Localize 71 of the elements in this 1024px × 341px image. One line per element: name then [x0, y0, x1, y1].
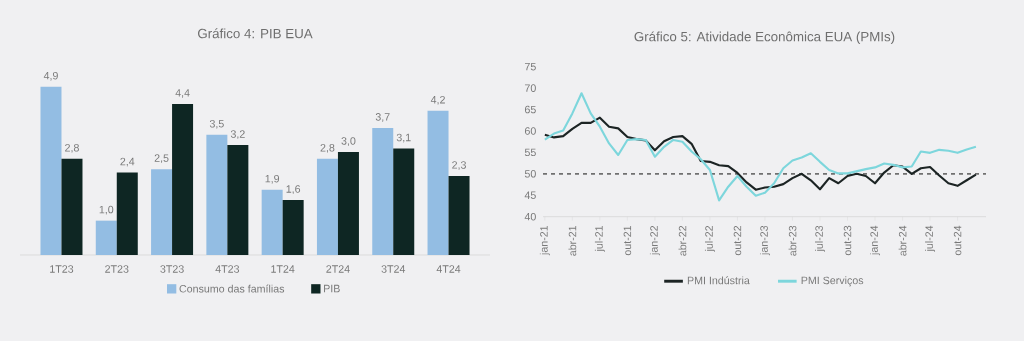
- x-tick-label: out-24: [953, 225, 962, 256]
- x-tick-label: 2T23: [105, 265, 129, 273]
- x-tick-label: jan-21: [539, 225, 550, 256]
- x-tick-label: out-21: [623, 225, 632, 256]
- bar: [282, 200, 304, 255]
- bar: [40, 86, 62, 255]
- bar: [372, 127, 394, 255]
- data-label: 2,5: [154, 154, 169, 164]
- data-label: 3,0: [341, 137, 356, 146]
- x-tick-label: out-22: [733, 225, 742, 256]
- x-tick-label: 4T24: [436, 265, 461, 273]
- bar: [227, 145, 249, 255]
- bar: [448, 176, 470, 255]
- bar: [172, 103, 194, 255]
- data-label: 3,1: [396, 133, 411, 143]
- x-tick-label: abr-23: [788, 225, 797, 256]
- x-tick-label: 3T23: [160, 265, 184, 273]
- chart-title: Gráfico 4: PIB EUA: [198, 28, 313, 39]
- data-label: 2,3: [452, 161, 466, 170]
- data-label: 1,9: [265, 174, 280, 184]
- data-label: 3,2: [230, 130, 245, 140]
- x-tick-label: jul-24: [925, 225, 936, 252]
- x-tick-label: 2T24: [326, 265, 350, 273]
- data-label: 4,4: [175, 89, 190, 98]
- x-tick-label: abr-22: [678, 225, 687, 256]
- x-tick-label: 4T23: [215, 265, 240, 273]
- bar: [393, 148, 415, 255]
- legend-label: PMI Indústria: [687, 276, 750, 285]
- x-tick-label: 3T24: [381, 265, 406, 273]
- chart-title: Gráfico 5: Atividade Econômica EUA (PMIs): [634, 31, 895, 44]
- bar: [206, 134, 228, 255]
- x-tick-label: jul-23: [815, 225, 825, 252]
- y-tick-label: 45: [524, 191, 536, 199]
- y-tick-label: 70: [524, 84, 536, 92]
- data-label: 1,0: [99, 205, 114, 215]
- legend-label: PIB: [324, 284, 340, 293]
- data-label: 2,4: [120, 157, 135, 167]
- y-tick-label: 40: [524, 212, 536, 221]
- x-tick-label: 1T24: [271, 265, 295, 273]
- bar: [95, 220, 117, 255]
- data-label: 4,9: [43, 71, 58, 81]
- y-tick-label: 60: [524, 127, 536, 135]
- bar: [427, 110, 449, 255]
- data-label: 2,8: [320, 144, 335, 153]
- data-label: 3,5: [209, 119, 224, 129]
- y-tick-label: 65: [524, 105, 536, 114]
- x-tick-label: abr-21: [568, 225, 577, 256]
- bar: [337, 151, 359, 255]
- line-series: [543, 116, 977, 191]
- x-tick-label: jul-22: [704, 225, 715, 252]
- bar: [151, 169, 173, 255]
- legend-label: PMI Serviços: [801, 276, 864, 287]
- x-tick-label: 1T23: [50, 265, 74, 273]
- data-label: 4,2: [430, 95, 445, 105]
- x-tick-label: out-23: [843, 225, 852, 256]
- data-label: 2,8: [65, 144, 79, 153]
- y-tick-label: 75: [524, 62, 536, 71]
- y-tick-label: 55: [524, 148, 536, 157]
- data-label: 3,7: [375, 113, 390, 122]
- data-label: 1,6: [286, 185, 301, 195]
- x-tick-label: jan-24: [870, 225, 880, 256]
- bar: [61, 158, 83, 255]
- bar: [116, 172, 138, 255]
- x-tick-label: jan-23: [759, 225, 770, 256]
- x-tick-label: abr-24: [898, 225, 907, 256]
- bar: [261, 189, 283, 255]
- legend-label: Consumo das famílias: [179, 284, 285, 293]
- x-tick-label: jul-21: [594, 225, 605, 252]
- bar: [316, 158, 338, 255]
- y-tick-label: 50: [524, 170, 536, 178]
- x-tick-label: jan-22: [649, 225, 660, 256]
